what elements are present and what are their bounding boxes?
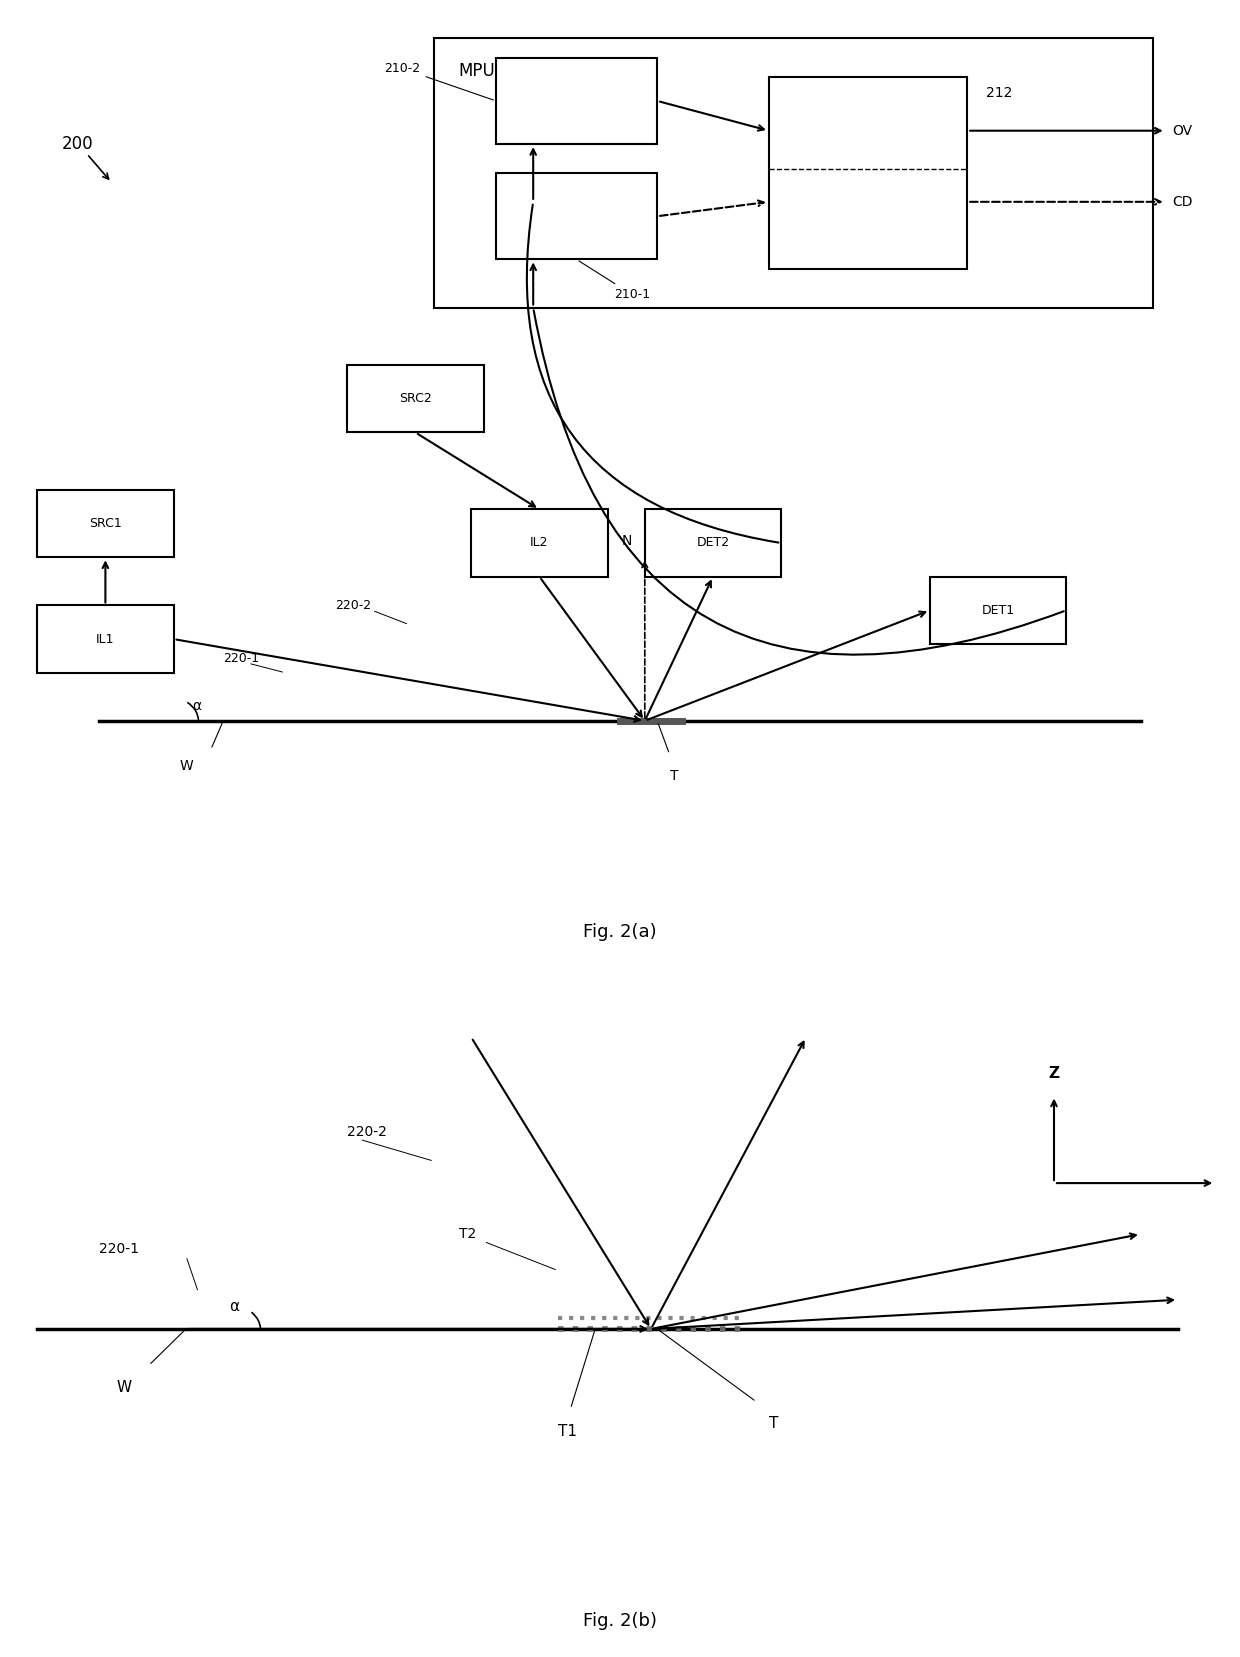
Text: 220-2: 220-2	[335, 598, 371, 611]
Text: W: W	[179, 759, 193, 774]
Text: α: α	[229, 1299, 239, 1314]
Text: DET1: DET1	[982, 603, 1014, 616]
Text: T1: T1	[558, 1423, 577, 1438]
Text: OV: OV	[1172, 124, 1192, 138]
FancyBboxPatch shape	[37, 605, 174, 673]
Text: 210-1: 210-1	[579, 260, 650, 302]
Text: 220-1: 220-1	[99, 1241, 139, 1256]
Text: IL2: IL2	[531, 537, 548, 550]
FancyBboxPatch shape	[496, 172, 657, 260]
Text: N: N	[622, 534, 632, 548]
Text: α: α	[192, 699, 201, 714]
Text: Fig. 2(a): Fig. 2(a)	[583, 923, 657, 941]
FancyBboxPatch shape	[496, 58, 657, 144]
FancyBboxPatch shape	[347, 365, 484, 432]
Text: 212: 212	[986, 86, 1012, 101]
Text: Z: Z	[1049, 1065, 1059, 1080]
Text: T2: T2	[459, 1228, 476, 1241]
Text: 220-1: 220-1	[223, 651, 259, 664]
Text: W: W	[117, 1380, 131, 1395]
FancyBboxPatch shape	[645, 509, 781, 577]
Text: T: T	[670, 769, 678, 782]
FancyBboxPatch shape	[471, 509, 608, 577]
Text: Fig. 2(b): Fig. 2(b)	[583, 1612, 657, 1629]
Text: T: T	[769, 1417, 779, 1432]
Text: CD: CD	[1172, 196, 1193, 209]
Text: SRC1: SRC1	[89, 517, 122, 530]
FancyBboxPatch shape	[37, 490, 174, 557]
Text: DET2: DET2	[697, 537, 729, 550]
Text: IL1: IL1	[97, 633, 114, 646]
Text: MPU: MPU	[459, 63, 496, 81]
Text: SRC2: SRC2	[399, 393, 432, 406]
FancyBboxPatch shape	[769, 76, 967, 268]
FancyBboxPatch shape	[930, 577, 1066, 645]
Text: 220-2: 220-2	[347, 1125, 387, 1138]
Text: 210-2: 210-2	[384, 61, 494, 99]
Text: 200: 200	[62, 136, 94, 152]
FancyBboxPatch shape	[434, 38, 1153, 308]
